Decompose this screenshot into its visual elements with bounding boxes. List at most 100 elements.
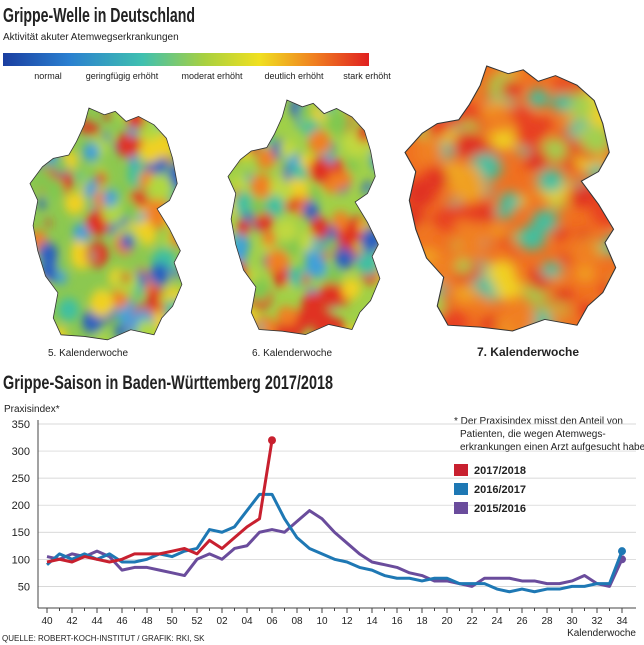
y-axis-label: Praxisindex*	[4, 404, 60, 415]
map-blob	[414, 139, 444, 167]
map-blob	[228, 286, 245, 312]
map-blob	[447, 66, 458, 75]
map-blob	[588, 297, 606, 313]
map-blob	[484, 108, 513, 134]
map-blob	[242, 120, 256, 136]
map-blob	[85, 242, 109, 267]
map-caption: 7. Kalenderwoche	[477, 345, 579, 359]
map-blob	[116, 132, 140, 158]
map-blob	[164, 314, 178, 329]
map-blob	[101, 200, 125, 225]
map-blob	[249, 197, 267, 217]
map-blob	[541, 261, 562, 280]
end-point	[618, 547, 626, 556]
map	[227, 99, 381, 336]
x-tick-label: 20	[441, 616, 453, 627]
y-tick-label: 250	[12, 473, 30, 485]
map-blob	[149, 263, 170, 286]
map-blob	[89, 290, 114, 318]
map-blob	[298, 231, 317, 252]
end-point	[268, 436, 276, 445]
map-blob	[424, 114, 450, 138]
legend-label: 2017/2018	[474, 465, 526, 477]
map-blob	[312, 100, 327, 108]
map-blob	[273, 270, 289, 288]
map-blob	[304, 254, 327, 279]
map-blob	[415, 71, 450, 103]
subtitle: Aktivität akuter Atemwegserkrankungen	[3, 32, 179, 43]
x-tick-label: 18	[416, 616, 428, 627]
map-blob	[82, 142, 100, 162]
map-blob	[114, 183, 128, 198]
map-caption: 5. Kalenderwoche	[48, 348, 128, 359]
map-blob	[265, 249, 290, 276]
map-blob	[136, 319, 154, 338]
map-blob	[331, 159, 345, 174]
map-blob	[331, 211, 350, 232]
x-tick-label: 10	[316, 616, 328, 627]
map-blob	[334, 247, 354, 270]
map-blob	[310, 217, 330, 238]
x-tick-label: 12	[341, 616, 353, 627]
map-blob	[256, 147, 276, 170]
map-blob	[500, 79, 522, 99]
map-blob	[371, 104, 380, 114]
map-blob	[527, 88, 549, 108]
map-blob	[41, 147, 57, 164]
map-blob	[358, 106, 370, 119]
map-blob	[163, 299, 182, 326]
map-blob	[30, 301, 39, 311]
map-blob	[539, 117, 552, 129]
legend-swatch	[454, 464, 468, 476]
map-blob	[154, 108, 176, 130]
map-blob	[301, 109, 309, 118]
scale-label: deutlich erhöht	[264, 71, 324, 81]
map-blob	[518, 225, 546, 251]
map-blob	[551, 93, 573, 113]
map-blob	[75, 172, 83, 181]
map-blob	[110, 289, 129, 309]
title: Grippe-Welle in Deutschland	[3, 5, 195, 27]
map-blob	[433, 66, 452, 83]
x-tick-label: 46	[116, 616, 128, 627]
map-blob	[34, 114, 43, 123]
map-blob	[231, 114, 252, 137]
map-blob	[320, 264, 343, 289]
map-blob	[574, 179, 584, 188]
map-blob	[30, 131, 37, 147]
map-blob	[234, 115, 249, 131]
map-blob	[53, 157, 68, 173]
chart-title: Grippe-Saison in Baden-Württemberg 2017/…	[3, 373, 333, 394]
color-scale	[3, 53, 369, 66]
map-blob	[552, 226, 568, 241]
map-blob	[53, 108, 69, 124]
map-blob	[329, 144, 336, 152]
map-outline	[29, 107, 183, 341]
x-tick-label: 40	[41, 616, 53, 627]
y-tick-label: 50	[18, 581, 30, 593]
map-blob	[331, 316, 339, 324]
map-blob	[102, 189, 118, 207]
map-blob	[409, 270, 423, 283]
map-blob	[168, 108, 182, 125]
map-blob	[228, 145, 239, 162]
map-blob	[496, 205, 513, 220]
map-blob	[246, 325, 255, 334]
map-blob	[465, 104, 486, 123]
map-blob	[147, 173, 173, 201]
map-blob	[587, 79, 616, 106]
map-blob	[57, 298, 80, 322]
map-blob	[500, 232, 516, 247]
map-blob	[301, 274, 310, 285]
scale-label: moderat erhöht	[181, 71, 243, 81]
note: erkrankungen einen Arzt aufgesucht haben	[460, 442, 644, 453]
map-blob	[245, 173, 253, 181]
map-blob	[175, 150, 182, 170]
map-blob	[549, 307, 566, 322]
x-axis-label: Kalenderwoche	[567, 628, 636, 639]
map-blob	[237, 120, 245, 128]
legend-swatch	[454, 483, 468, 495]
map-blob	[405, 75, 427, 99]
series-line	[46, 439, 274, 564]
map-blob	[370, 117, 380, 137]
